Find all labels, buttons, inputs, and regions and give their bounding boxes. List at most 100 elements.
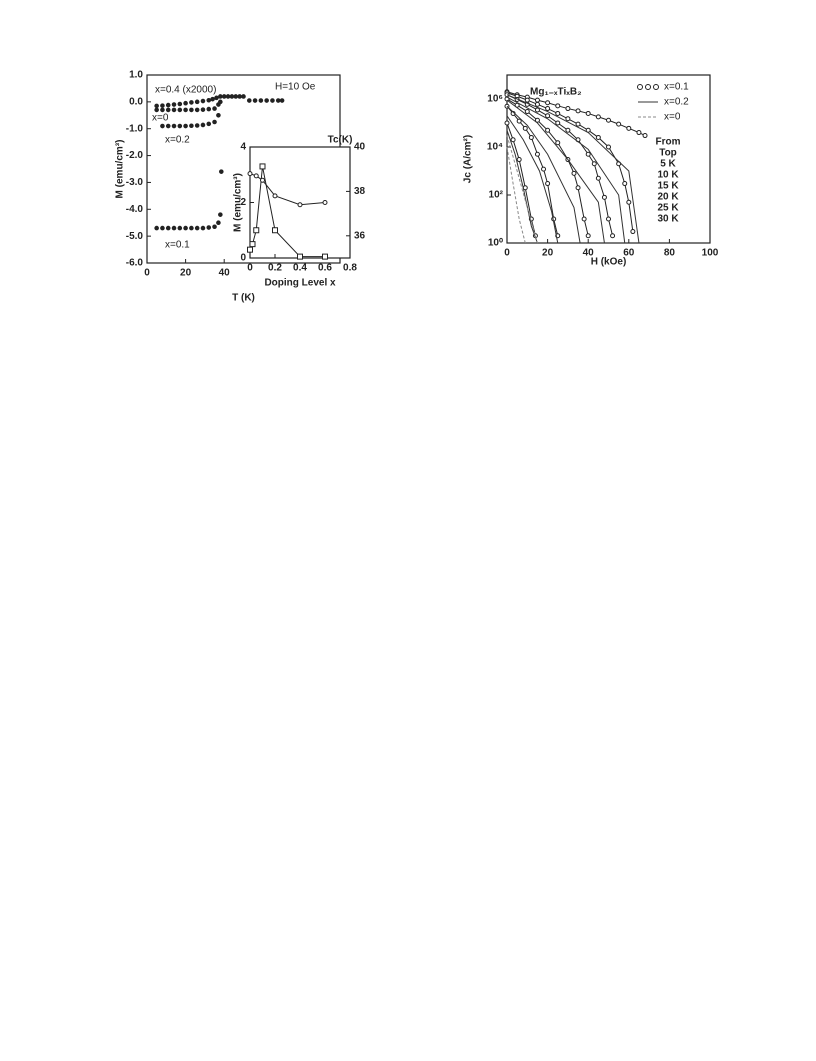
- y-tick-label: 0.0: [129, 96, 143, 107]
- point: [253, 173, 259, 179]
- point: [210, 96, 215, 102]
- point: [534, 101, 540, 107]
- point: [194, 123, 200, 128]
- annotation: 10 K: [657, 170, 679, 181]
- point: [545, 181, 551, 187]
- y-tick-label: -2.0: [126, 150, 144, 161]
- point: [534, 117, 540, 123]
- x-tick-label: 20: [180, 268, 192, 279]
- point: [601, 194, 607, 200]
- point: [194, 225, 200, 231]
- point: [206, 225, 212, 230]
- point: [189, 100, 194, 105]
- annotation: 5 K: [660, 159, 676, 170]
- point: [626, 199, 632, 205]
- point: [177, 225, 183, 231]
- point: [545, 100, 551, 106]
- point: [165, 107, 171, 113]
- point: [555, 103, 561, 109]
- series-line: [506, 99, 605, 244]
- point: [565, 116, 571, 122]
- point: [165, 225, 171, 231]
- point: [565, 127, 571, 133]
- point: [504, 120, 510, 126]
- annotation: 15 K: [657, 181, 679, 192]
- point: [160, 225, 165, 231]
- point: [246, 98, 252, 103]
- x-tick-label: 0: [144, 268, 150, 279]
- point: [534, 151, 540, 157]
- annotation: 20 K: [657, 192, 679, 203]
- legend-label: x=0.2: [664, 97, 689, 108]
- point: [610, 233, 616, 239]
- point: [279, 98, 285, 103]
- annotation: 25 K: [657, 203, 679, 214]
- point: [571, 170, 577, 176]
- point: [165, 123, 171, 129]
- y-axis-label: M (emu/cm³): [233, 173, 244, 232]
- point: [206, 121, 212, 127]
- x-tick-label: 0.6: [318, 263, 332, 274]
- point: [194, 107, 200, 113]
- point: [642, 133, 648, 139]
- point: [270, 98, 275, 103]
- point: [258, 98, 264, 103]
- point: [606, 117, 611, 123]
- point: [528, 134, 534, 140]
- y2-axis-label: Tc(K): [328, 135, 353, 146]
- point: [200, 98, 206, 104]
- point: [218, 99, 223, 105]
- x-axis-label: T (K): [232, 293, 255, 304]
- point: [545, 106, 551, 112]
- point: [510, 137, 516, 143]
- point: [154, 107, 159, 113]
- point: [216, 220, 221, 226]
- y-tick-label: -1.0: [126, 123, 144, 134]
- point: [189, 107, 194, 113]
- point: [272, 227, 278, 234]
- point: [630, 229, 636, 235]
- series-line: [506, 115, 559, 244]
- y2-tick-label: 36: [354, 230, 366, 241]
- x-tick-label: 80: [664, 248, 676, 259]
- point: [154, 225, 159, 231]
- point: [154, 103, 159, 109]
- point: [545, 113, 551, 119]
- point: [206, 97, 212, 103]
- point: [206, 106, 212, 112]
- point: [200, 225, 206, 231]
- point: [183, 107, 188, 113]
- point: [524, 109, 530, 115]
- point: [253, 227, 260, 234]
- y-tick-label: 4: [240, 142, 246, 153]
- point: [297, 253, 303, 260]
- point: [322, 200, 328, 205]
- point: [194, 99, 200, 105]
- annotation: From: [656, 137, 681, 148]
- y-tick-label: 2: [240, 197, 246, 208]
- point: [606, 144, 611, 150]
- point: [260, 177, 265, 183]
- point: [575, 108, 581, 114]
- y-tick-label: 10²: [489, 190, 504, 201]
- point: [165, 102, 171, 108]
- annotation: H=10 Oe: [275, 82, 316, 93]
- chart: 0 20 401.00.0-1.0-2.0-3.0-4.0-5.0-6.0T (K)…: [115, 70, 341, 304]
- point: [575, 121, 581, 127]
- point: [247, 246, 253, 253]
- point: [259, 163, 266, 170]
- point: [581, 216, 587, 222]
- point: [177, 101, 183, 107]
- point: [606, 216, 611, 222]
- series-label: x=0.1: [165, 240, 190, 251]
- annotation: 30 K: [657, 214, 679, 225]
- legend-label: x=0.1: [664, 82, 689, 93]
- point: [252, 98, 258, 103]
- point: [622, 181, 628, 187]
- point: [249, 241, 256, 248]
- point: [183, 100, 188, 106]
- point: [297, 202, 303, 208]
- point: [516, 118, 522, 124]
- x-tick-label: 20: [542, 248, 554, 259]
